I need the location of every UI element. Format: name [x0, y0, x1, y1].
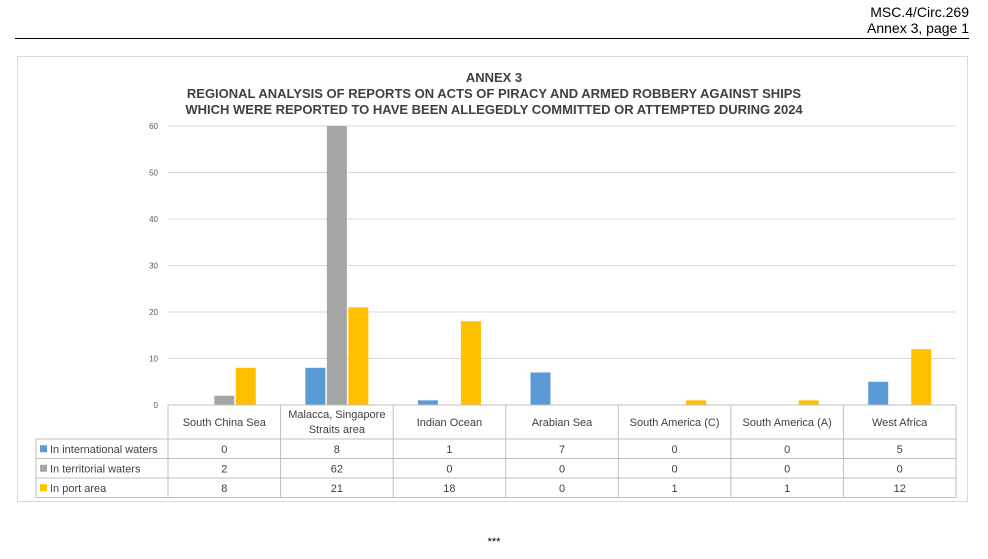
bar	[798, 400, 819, 405]
category-label: Malacca, Singapore	[288, 409, 385, 421]
y-tick-label: 40	[149, 215, 158, 224]
y-tick-label: 0	[154, 401, 159, 410]
category-label: West Africa	[872, 417, 928, 429]
table-value: 12	[894, 483, 906, 495]
legend-label: In territorial waters	[50, 463, 141, 475]
table-value: 0	[784, 463, 790, 475]
y-tick-label: 50	[149, 169, 158, 178]
table-value: 0	[221, 444, 227, 456]
category-label: Arabian Sea	[532, 417, 593, 429]
table-value: 0	[559, 463, 565, 475]
table-value: 1	[672, 483, 678, 495]
bar	[417, 400, 438, 405]
category-label: South America (A)	[743, 417, 832, 429]
table-value: 7	[559, 444, 565, 456]
document-reference: MSC.4/Circ.269	[870, 4, 969, 20]
table-value: 21	[331, 483, 343, 495]
table-value: 8	[221, 483, 227, 495]
table-value: 0	[784, 444, 790, 456]
legend-key	[40, 445, 47, 453]
end-marker: ***	[487, 536, 501, 548]
y-tick-label: 20	[149, 308, 158, 317]
bar	[348, 307, 369, 405]
table-value: 2	[221, 463, 227, 475]
table-value: 62	[331, 463, 343, 475]
legend-label: In international waters	[50, 444, 158, 456]
table-value: 8	[334, 444, 340, 456]
table-value: 0	[559, 483, 565, 495]
bar	[686, 400, 707, 405]
chart-title: ANNEX 3 REGIONAL ANALYSIS OF REPORTS ON …	[0, 70, 988, 118]
table-value: 0	[897, 463, 903, 475]
category-label: Straits area	[309, 424, 366, 436]
table-value: 18	[443, 483, 455, 495]
chart-title-line-2: REGIONAL ANALYSIS OF REPORTS ON ACTS OF …	[186, 86, 802, 101]
legend-key	[40, 484, 47, 492]
bar	[460, 321, 481, 405]
category-label: South China Sea	[183, 417, 267, 429]
table-value: 1	[784, 483, 790, 495]
document-header: MSC.4/Circ.269 Annex 3, page 1	[867, 4, 969, 36]
legend-label: In port area	[50, 483, 107, 495]
bar	[326, 126, 347, 405]
legend-key	[40, 464, 47, 472]
y-tick-label: 60	[149, 122, 158, 131]
header-rule	[15, 38, 969, 39]
y-tick-label: 30	[149, 262, 158, 271]
bar	[530, 372, 551, 405]
table-value: 0	[672, 463, 678, 475]
bar	[235, 367, 256, 405]
table-value: 0	[672, 444, 678, 456]
category-label: Indian Ocean	[417, 417, 482, 429]
bar	[305, 367, 326, 405]
table-value: 1	[446, 444, 452, 456]
table-value: 0	[446, 463, 452, 475]
page-reference: Annex 3, page 1	[867, 20, 969, 36]
table-value: 5	[897, 444, 903, 456]
chart-frame	[17, 56, 968, 502]
bar	[214, 395, 235, 405]
bar	[911, 349, 932, 405]
category-label: South America (C)	[630, 417, 720, 429]
bar	[868, 381, 889, 405]
y-tick-label: 10	[149, 355, 158, 364]
chart-title-line-3: WHICH WERE REPORTED TO HAVE BEEN ALLEGED…	[185, 102, 803, 117]
chart-title-line-1: ANNEX 3	[465, 70, 523, 85]
